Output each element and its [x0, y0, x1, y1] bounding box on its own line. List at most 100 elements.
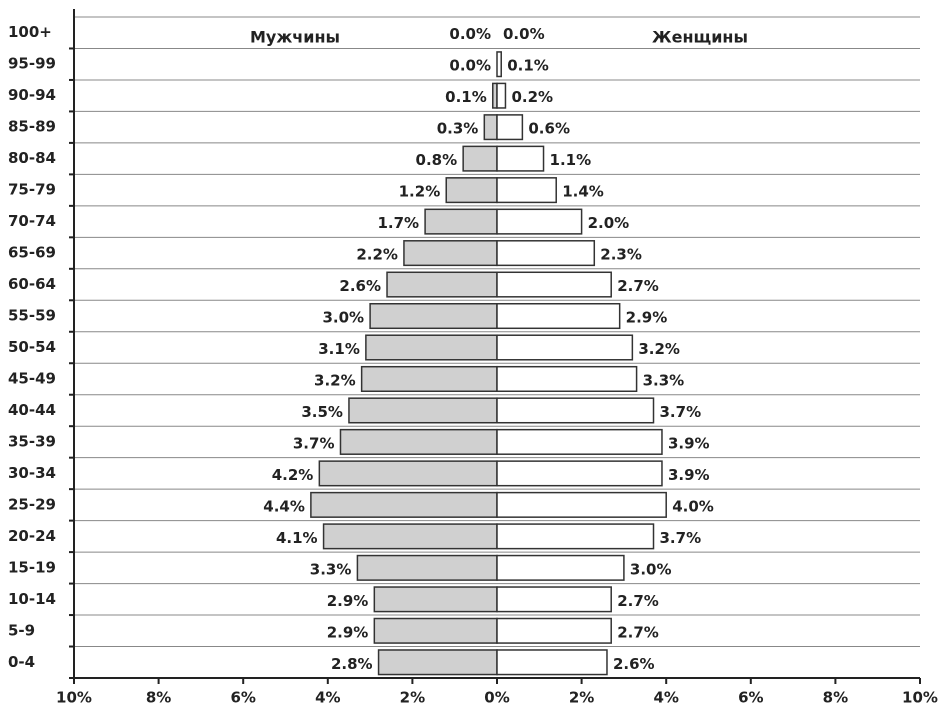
data-label: 0.6%	[528, 120, 570, 138]
x-tick-label: 6%	[738, 689, 763, 707]
x-tick-label: 4%	[653, 689, 678, 707]
data-label: 1.1%	[550, 151, 592, 169]
data-label: 3.1%	[318, 340, 360, 358]
data-label: 3.9%	[668, 466, 710, 484]
data-label: 0.8%	[416, 151, 458, 169]
data-label: 3.7%	[660, 529, 702, 547]
bar	[369, 302, 498, 330]
data-label: 2.7%	[617, 277, 659, 295]
y-tick-label: 30-34	[8, 464, 56, 482]
data-label: 2.9%	[327, 623, 369, 641]
bar	[386, 271, 498, 298]
x-tick-label: 10%	[56, 689, 92, 707]
y-tick-label: 25-29	[8, 495, 56, 513]
bar	[348, 397, 498, 424]
data-label: 3.0%	[630, 560, 672, 578]
bar	[403, 240, 498, 267]
bar	[496, 617, 612, 644]
bar	[483, 114, 498, 141]
x-tick-label: 8%	[146, 689, 171, 707]
data-label: 0.0%	[503, 25, 545, 43]
bar	[424, 208, 498, 235]
data-label: 3.5%	[301, 403, 343, 421]
data-label: 0.1%	[507, 57, 549, 75]
data-label: 4.1%	[276, 529, 318, 547]
data-label: 3.7%	[660, 403, 702, 421]
bar	[496, 428, 663, 455]
data-label: 0.3%	[437, 120, 479, 138]
data-label: 2.3%	[600, 246, 642, 264]
data-label: 0.0%	[449, 25, 491, 43]
y-tick-label: 85-89	[8, 118, 56, 136]
bar	[377, 649, 498, 676]
y-tick-label: 15-19	[8, 558, 56, 576]
bar	[496, 208, 583, 235]
bar	[496, 554, 625, 581]
y-tick-label: 70-74	[8, 212, 56, 230]
bar	[462, 145, 498, 172]
bar	[310, 491, 498, 518]
data-label: 3.2%	[314, 371, 356, 389]
data-label: 3.2%	[638, 340, 680, 358]
bar	[373, 617, 498, 644]
bar	[496, 460, 663, 487]
y-tick-label: 75-79	[8, 181, 56, 199]
legend-label: Женщины	[652, 28, 748, 47]
bar	[496, 302, 621, 330]
data-label: 4.0%	[672, 497, 714, 515]
y-tick-label: 65-69	[8, 244, 56, 262]
x-tick-label: 8%	[823, 689, 848, 707]
data-label: 2.6%	[339, 277, 381, 295]
bar	[496, 240, 596, 267]
bar	[496, 586, 612, 613]
y-tick-label: 50-54	[8, 338, 56, 356]
bar	[322, 523, 498, 550]
bar	[356, 554, 498, 581]
bar	[496, 334, 634, 361]
data-label: 3.0%	[322, 309, 364, 327]
data-label: 1.7%	[377, 214, 419, 232]
y-tick-label: 100+	[8, 23, 52, 41]
y-tick-label: 45-49	[8, 369, 56, 387]
y-tick-label: 55-59	[8, 307, 56, 325]
x-tick-label: 2%	[569, 689, 594, 707]
data-label: 0.2%	[511, 88, 553, 106]
bar	[496, 491, 667, 518]
bar	[496, 523, 655, 550]
y-tick-label: 20-24	[8, 527, 56, 545]
x-tick-label: 0%	[484, 689, 509, 707]
bar	[496, 365, 638, 393]
data-label: 2.8%	[331, 655, 373, 673]
data-label: 4.4%	[263, 497, 305, 515]
bar	[339, 428, 498, 455]
x-tick-label: 4%	[315, 689, 340, 707]
bar	[496, 145, 545, 172]
bar	[496, 82, 507, 109]
bar	[496, 177, 557, 204]
y-tick-label: 60-64	[8, 275, 56, 293]
y-tick-label: 0-4	[8, 653, 35, 671]
data-label: 1.2%	[399, 183, 441, 201]
bar	[496, 51, 502, 78]
data-label: 3.3%	[310, 560, 352, 578]
y-tick-label: 80-84	[8, 149, 56, 167]
bar	[496, 397, 655, 424]
data-label: 3.3%	[643, 371, 685, 389]
bar	[318, 460, 498, 487]
legend-label: Мужчины	[250, 28, 340, 47]
data-label: 3.9%	[668, 434, 710, 452]
bar	[365, 334, 498, 361]
y-tick-label: 10-14	[8, 590, 56, 608]
y-tick-label: 90-94	[8, 86, 56, 104]
y-tick-label: 95-99	[8, 55, 56, 73]
bar	[445, 177, 498, 204]
bar	[496, 114, 524, 141]
data-label: 2.9%	[327, 592, 369, 610]
data-label: 2.7%	[617, 623, 659, 641]
data-label: 3.7%	[293, 434, 335, 452]
y-tick-label: 5-9	[8, 621, 35, 639]
x-tick-label: 10%	[902, 689, 938, 707]
y-tick-label: 40-44	[8, 401, 56, 419]
bar	[360, 365, 498, 393]
